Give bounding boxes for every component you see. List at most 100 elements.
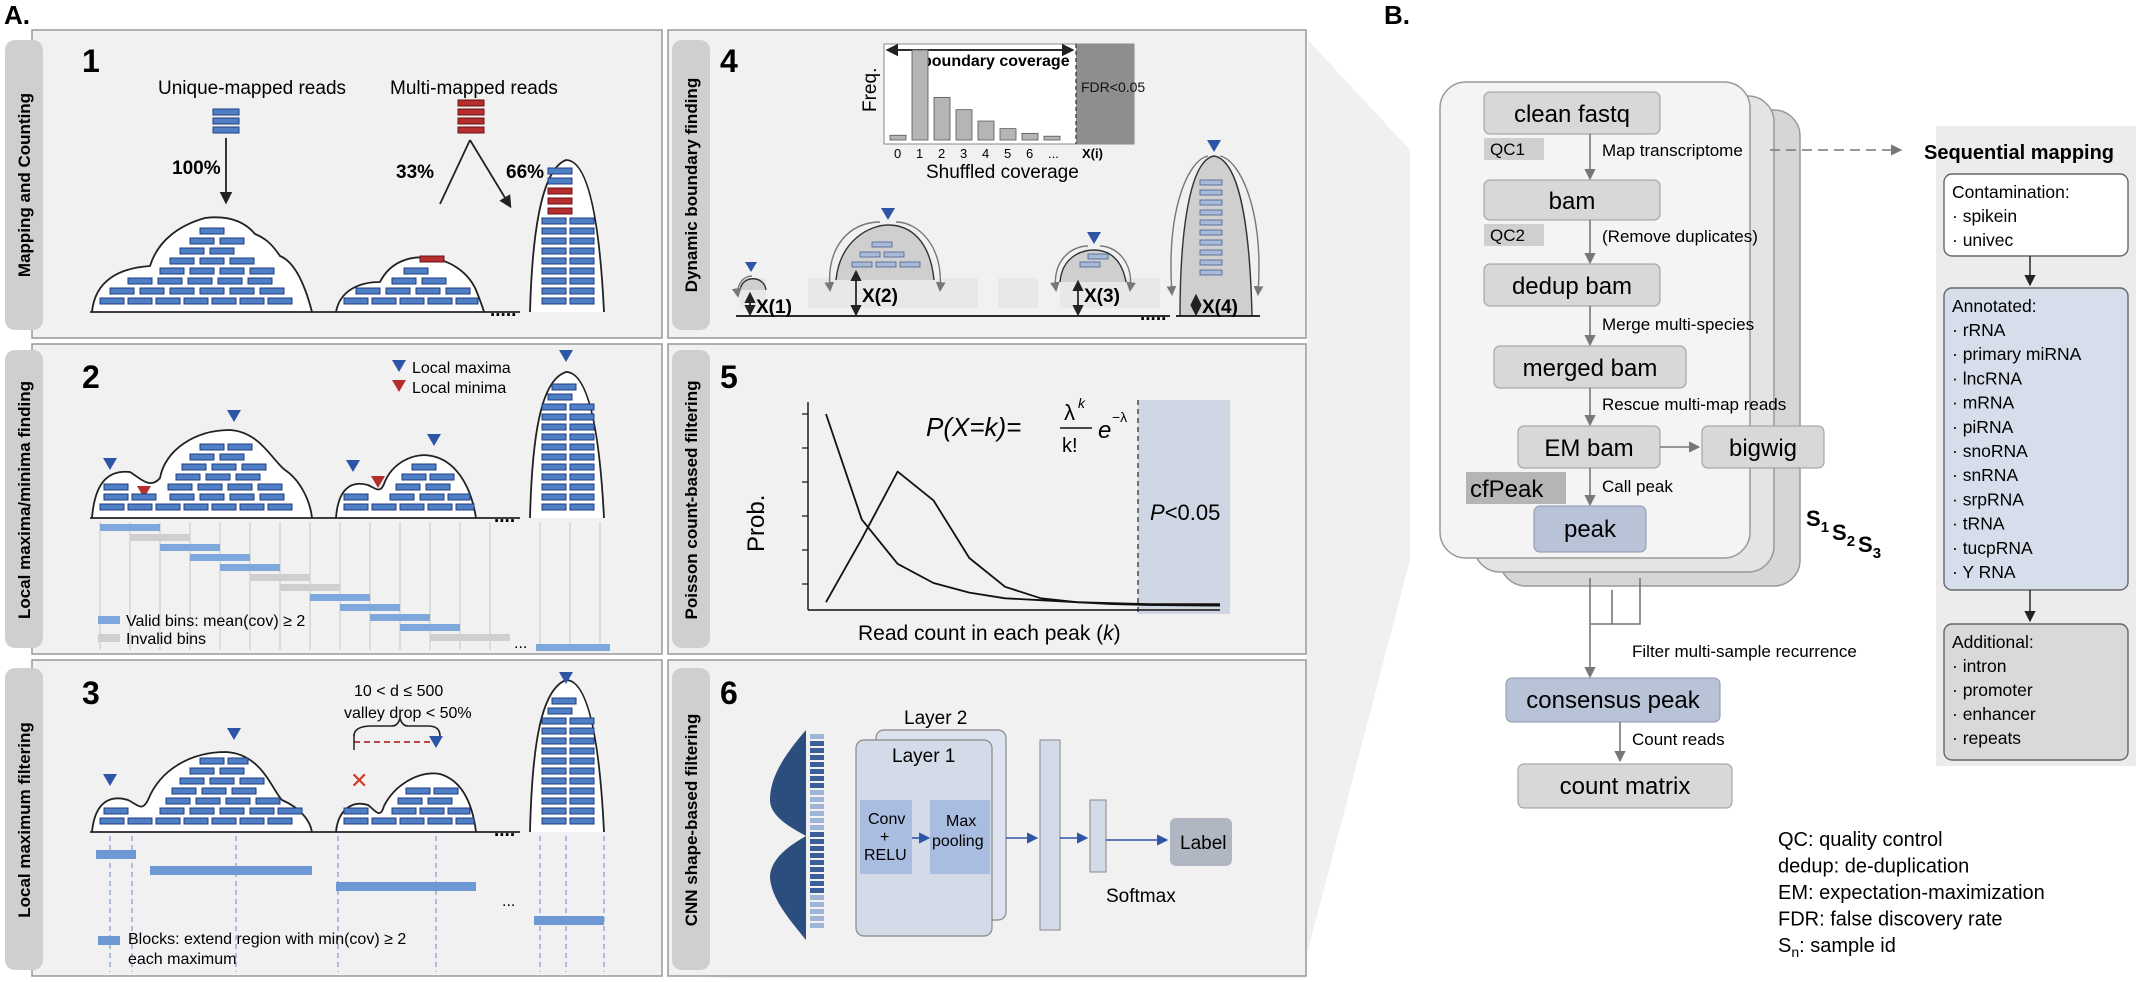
step-2-side-label: Local maxima/minima finding [15,381,34,619]
x3-label: X(3) [1084,286,1120,307]
plus-label: + [880,829,889,846]
svg-text:P(X=k)=: P(X=k)= [926,412,1021,442]
panel-b-label: B. [1384,0,1410,30]
legend-sample-id: Sn: sample id [1778,935,1896,960]
step-3-panel: Local maximum filtering 3 10 < d ≤ 500 v… [5,659,663,977]
svg-text:k: k [1078,395,1086,411]
qc1-badge [1484,138,1544,160]
histogram-tick-4: 4 [982,146,989,161]
p-value-threshold: <0.05 [1165,500,1221,525]
input-cell [810,769,824,774]
invalid-bins-legend-swatch [98,634,120,642]
p-value-region [1138,400,1230,614]
poisson-series-0 [825,413,1220,605]
histogram-bar-0 [889,134,907,141]
additional-box [1943,623,2129,761]
count-reads-label: Count reads [1632,730,1725,749]
recurrence-lines [1589,578,1641,625]
step2-grid [99,522,601,650]
boundary-peaks: ..... [731,140,1264,325]
layer-2-label: Layer 2 [904,708,967,729]
input-cell [810,825,824,830]
input-cell [810,895,824,900]
annotated-item: · Y RNA [1952,562,2016,582]
boundary-coverage-label: boundary coverage [922,53,1070,70]
histogram-bar-1 [911,49,929,141]
step-3-side-label: Local maximum filtering [15,722,34,918]
merged-bam-label: merged bam [1523,355,1658,382]
local-minima-label: Local minima [412,380,506,397]
histogram-ticks: 0 1 2 3 4 5 6... X(i) [894,146,1103,161]
annotated-item: · snRNA [1952,465,2018,485]
histogram-tick-8: X(i) [1082,146,1103,161]
step-3-side-tab [5,668,43,970]
input-cell [810,783,824,788]
annotated-item: · snoRNA [1952,441,2028,461]
step1-reads [99,167,595,305]
step1-dots: ..... [490,300,516,321]
histogram-bar-2 [933,96,951,141]
x1-label: X(1) [756,297,792,318]
fdr-label: FDR<0.05 [1081,79,1145,95]
histogram-bar-3 [955,109,973,141]
cfpeak-label: cfPeak [1470,476,1544,503]
input-cell [810,741,824,746]
contamination-item: · univec [1952,230,2014,250]
additional-list: · intron · promoter · enhancer · repeats [1952,656,2036,748]
step4-dots: ..... [1140,304,1166,325]
svg-text:k!: k! [1062,435,1078,457]
unique-read-stack [212,108,240,134]
step-4-side-label: Dynamic boundary finding [682,78,701,292]
output-label-box [1170,818,1232,866]
poisson-series-1 [825,470,1221,607]
legend-item: FDR: false discovery rate [1778,909,2003,931]
annotated-title: Annotated: [1952,296,2037,316]
input-cell [810,867,824,872]
input-cell [810,748,824,753]
input-cell [810,818,824,823]
histogram-x-label: Shuffled coverage [926,162,1079,183]
svg-text:λ: λ [1064,400,1075,425]
input-cell [810,860,824,865]
contamination-box [1943,173,2129,257]
histogram-tick-0: 0 [894,146,901,161]
step-3-number: 3 [82,675,100,711]
pct-33: 33% [396,162,434,183]
em-bam-label: EM bam [1544,435,1633,462]
local-minima-legend-icon [392,380,406,392]
input-cell [810,881,824,886]
input-cell [810,811,824,816]
pct-100: 100% [172,158,221,179]
consensus-peak-box [1505,677,1721,723]
dedup-bam-label: dedup bam [1512,273,1632,300]
step-1-panel: Mapping and Counting 1 Unique-mapped rea… [5,29,663,339]
step2-minima-markers [137,476,385,498]
histogram-bar-6 [1021,132,1039,141]
bam-label: bam [1549,188,1596,215]
multi-reads-label: Multi-mapped reads [390,78,558,99]
clean-fastq-box [1483,91,1661,135]
blocks-label-2: each maximum [128,951,236,968]
prob-axis-ticks [802,413,808,585]
step-6-side-label: CNN shape-based filtering [682,714,701,927]
p-value-label: P<0.05 [1150,500,1220,525]
additional-item: · promoter [1952,680,2033,700]
step2-reads [99,383,595,511]
svg-text:e: e [1098,417,1111,444]
bigwig-label: bigwig [1729,435,1797,462]
histogram-tick-2: 2 [938,146,945,161]
poisson-formula: P(X=k)= λ k k! e −λ [926,395,1127,457]
softmax-layer [1089,799,1107,873]
qc2-badge [1484,224,1544,246]
count-matrix-label: count matrix [1560,773,1691,800]
step-4-panel: Dynamic boundary finding 4 FDR<0.05 boun… [667,29,1307,339]
step-2-side-tab [5,350,43,648]
max-pooling-box [930,800,990,874]
fdr-region [1076,44,1134,144]
input-cell [810,902,824,907]
qc1-label: QC1 [1490,140,1525,159]
poisson-curves [825,413,1221,607]
filter-label: Filter multi-sample recurrence [1632,642,1857,661]
step-5-number: 5 [720,359,738,395]
peak-box [1533,505,1647,553]
